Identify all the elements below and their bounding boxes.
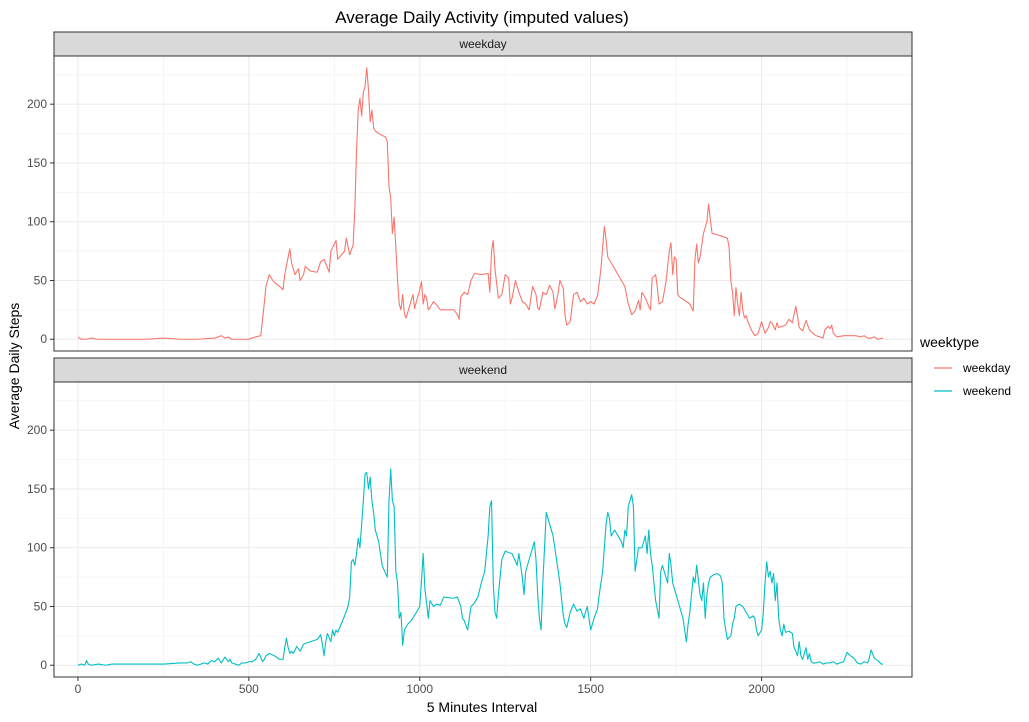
panel-strip	[53, 31, 913, 57]
legend-title: weektype	[919, 334, 979, 350]
x-tick-label: 0	[75, 682, 82, 696]
y-tick-label: 100	[27, 541, 47, 555]
series-line-weekday	[77, 67, 884, 340]
panel-weekend: weekend 0 50 100 150 200	[27, 357, 913, 678]
x-tick-label: 1500	[577, 682, 604, 696]
panel-border	[53, 381, 913, 678]
panel-strip	[53, 357, 913, 383]
y-tick-label: 200	[27, 423, 47, 437]
legend: weektype weekday weekend	[919, 334, 1011, 398]
y-axis-title: Average Daily Steps	[6, 303, 22, 430]
y-tick-label: 50	[34, 599, 48, 613]
x-tick-label: 500	[239, 682, 259, 696]
x-axis-title: 5 Minutes Interval	[427, 699, 538, 715]
panel-strip-label: weekday	[458, 37, 506, 51]
chart-title: Average Daily Activity (imputed values)	[335, 8, 629, 27]
panel-background	[54, 382, 912, 677]
x-tick-label: 1000	[406, 682, 433, 696]
y-tick-label: 50	[34, 273, 48, 287]
panel-weekday: weekday 0 50 100 150 200	[27, 31, 913, 352]
x-axis: 0 500 1000 1500 2000	[75, 677, 775, 696]
y-tick-label: 150	[27, 482, 47, 496]
legend-label-weekday: weekday	[962, 361, 1010, 375]
y-tick-label: 100	[27, 215, 47, 229]
series-line-weekend	[77, 468, 883, 666]
y-tick-label: 150	[27, 156, 47, 170]
y-tick-label: 200	[27, 97, 47, 111]
y-tick-label: 0	[40, 332, 47, 346]
y-tick-label: 0	[40, 658, 47, 672]
panel-border	[53, 55, 913, 352]
panel-background	[54, 56, 912, 351]
x-tick-label: 2000	[748, 682, 775, 696]
panel-strip-label: weekend	[458, 363, 507, 377]
legend-label-weekend: weekend	[962, 384, 1011, 398]
